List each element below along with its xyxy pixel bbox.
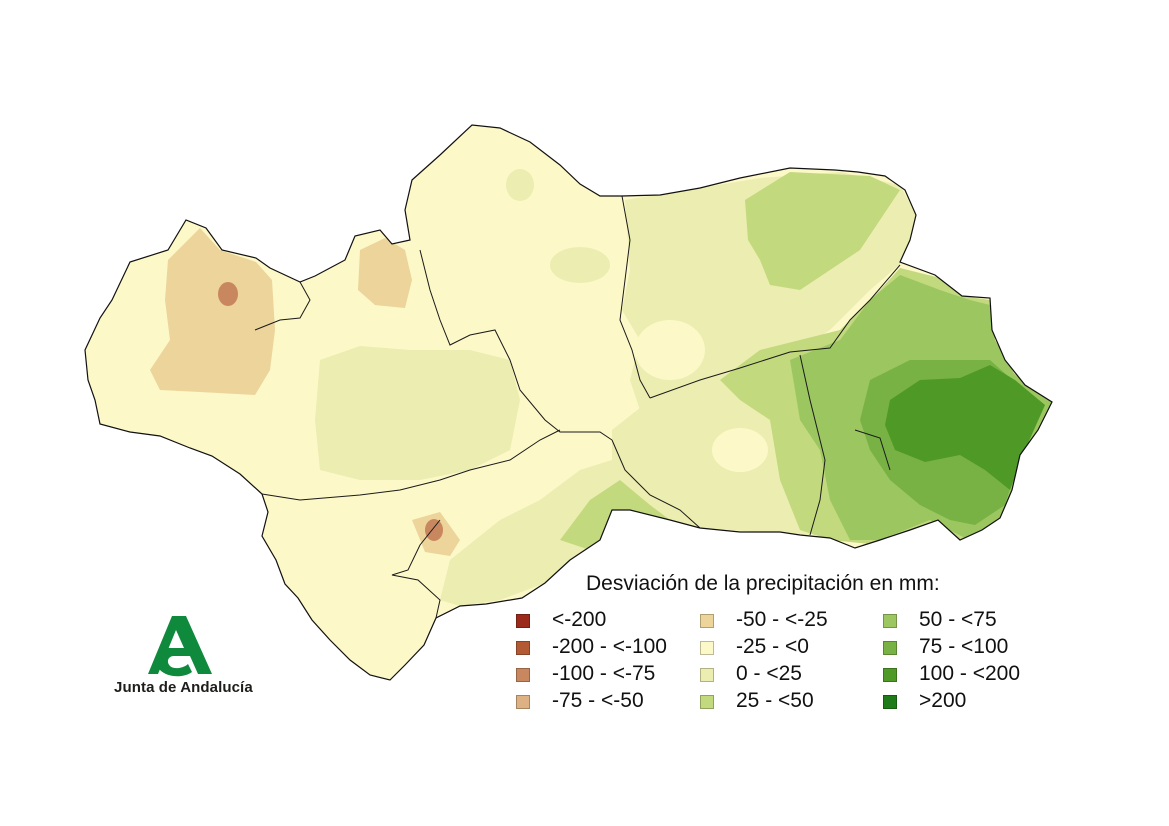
legend-swatch bbox=[883, 668, 897, 682]
legend-label: -100 - <-75 bbox=[552, 662, 656, 685]
legend-label: -75 - <-50 bbox=[552, 689, 644, 712]
zone-light-spot-3 bbox=[550, 247, 610, 283]
legend-label: -50 - <-25 bbox=[736, 608, 828, 631]
legend-title: Desviación de la precipitación en mm: bbox=[586, 572, 940, 595]
zone-light-spot-2 bbox=[635, 320, 705, 380]
legend-label: 50 - <75 bbox=[919, 608, 997, 631]
legend-label: <-200 bbox=[552, 608, 607, 631]
zone-neg-sierra bbox=[358, 238, 412, 308]
legend-label: -200 - <-100 bbox=[552, 635, 667, 658]
legend-swatch bbox=[516, 695, 530, 709]
legend-label: 100 - <200 bbox=[919, 662, 1021, 685]
junta-de-andalucia-logo: Junta de Andalucía bbox=[110, 612, 260, 702]
zone-neg-huelva bbox=[150, 228, 275, 395]
zone-0-25-coast bbox=[440, 460, 620, 606]
legend-label: >200 bbox=[919, 689, 967, 712]
zone-neg75-malaga bbox=[425, 519, 443, 541]
zone-100-200 bbox=[885, 365, 1045, 490]
zone-light-spot-1 bbox=[712, 428, 768, 472]
andalucia-outline bbox=[84, 124, 1053, 681]
legend-label: 0 - <25 bbox=[736, 662, 802, 685]
legend-swatch bbox=[700, 668, 714, 682]
zone-0-25-central bbox=[315, 346, 520, 480]
legend-label: 75 - <100 bbox=[919, 635, 1009, 658]
zone-neg75-huelva bbox=[218, 282, 238, 306]
zone-25-50-north bbox=[745, 172, 900, 290]
legend-swatch bbox=[700, 695, 714, 709]
legend-swatch bbox=[700, 614, 714, 628]
zone-light-spot-4 bbox=[506, 169, 534, 201]
legend-swatch bbox=[883, 695, 897, 709]
andalucia-a-icon bbox=[148, 616, 212, 677]
legend-swatch bbox=[700, 641, 714, 655]
legend-swatch bbox=[516, 668, 530, 682]
province-boundaries bbox=[254, 195, 901, 619]
legend-label: -25 - <0 bbox=[736, 635, 809, 658]
legend-swatch bbox=[516, 641, 530, 655]
legend-swatch bbox=[516, 614, 530, 628]
logo-text: Junta de Andalucía bbox=[114, 679, 253, 696]
logo-a-shape bbox=[148, 616, 212, 677]
legend-swatch bbox=[883, 614, 897, 628]
legend-label: 25 - <50 bbox=[736, 689, 814, 712]
legend-swatch bbox=[883, 641, 897, 655]
zone-0-25-south bbox=[612, 380, 810, 535]
